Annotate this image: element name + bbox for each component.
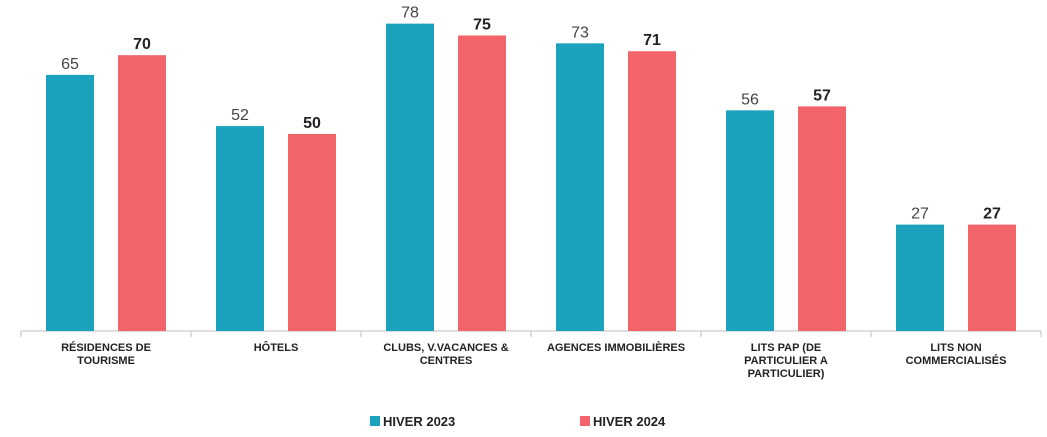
data-label: 27 [983, 206, 1001, 223]
bar [726, 110, 774, 331]
data-label: 70 [133, 36, 151, 53]
data-label: 71 [643, 32, 661, 49]
data-label: 57 [813, 87, 831, 104]
bar [458, 35, 506, 331]
data-label: 56 [741, 91, 759, 108]
bar [216, 126, 264, 331]
x-tick-label: CLUBS, V.VACANCES & CENTRES [383, 342, 509, 367]
legend-label: HIVER 2023 [383, 414, 455, 429]
data-label: 65 [61, 56, 79, 73]
data-label: 52 [231, 107, 249, 124]
bar [628, 51, 676, 331]
data-label: 50 [303, 115, 321, 132]
bar [288, 133, 336, 331]
data-label: 75 [473, 16, 491, 33]
bar [896, 224, 944, 331]
x-tick-label: AGENCES IMMOBILIÈRES [546, 342, 686, 354]
legend-label: HIVER 2024 [593, 414, 666, 429]
bar [46, 74, 94, 331]
x-tick-label: RÉSIDENCES DE TOURISME [61, 342, 151, 367]
bar [386, 23, 434, 332]
data-label: 78 [401, 5, 419, 22]
x-tick-label: LITS NON COMMERCIALISÉS [905, 342, 1007, 367]
legend-swatch [370, 416, 380, 426]
data-label: 27 [911, 206, 929, 223]
bar [968, 224, 1016, 331]
bar [556, 43, 604, 331]
bar [798, 106, 846, 332]
legend-swatch [580, 416, 590, 426]
x-tick-label: LITS PAP (DE PARTICULIER A PARTICULIER) [744, 342, 828, 380]
data-label: 73 [571, 24, 589, 41]
x-tick-label: HÔTELS [253, 342, 299, 354]
bar [118, 55, 166, 332]
